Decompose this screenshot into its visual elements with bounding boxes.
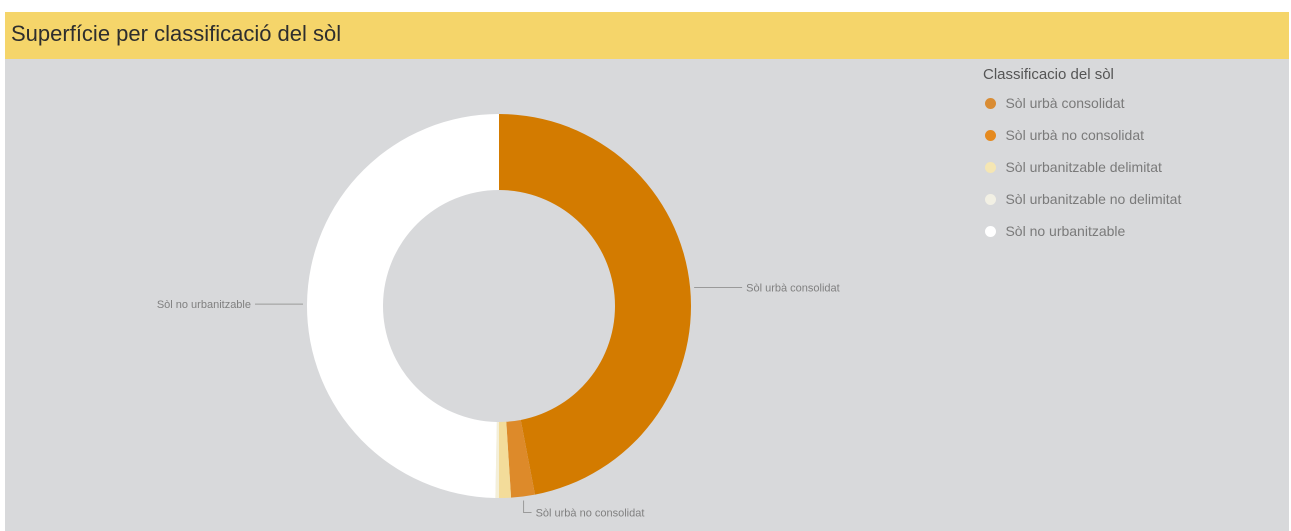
- chart-title: Superfície per classificació del sòl: [11, 21, 342, 46]
- legend-label: Sòl urbà no consolidat: [1005, 127, 1144, 143]
- legend: Classificacio del sòl Sòl urbà consolida…: [983, 63, 1283, 247]
- donut-chart: Sòl urbà consolidat Sòl urbà no consolida…: [157, 114, 840, 519]
- legend-swatch-icon: [985, 225, 996, 237]
- legend-label: Sòl urbà consolidat: [1005, 95, 1125, 111]
- legend-swatch-icon: [985, 161, 996, 173]
- leader-line: [523, 500, 532, 513]
- legend-label: Sòl urbanitzable no delimitat: [1005, 191, 1182, 207]
- legend-swatch-icon: [985, 97, 996, 109]
- legend-item-no-consolidat[interactable]: Sòl urbà no consolidat: [983, 119, 1283, 151]
- chart-panel: Superfície per classificació del sòl Sòl…: [5, 12, 1289, 531]
- legend-label: Sòl no urbanitzable: [1005, 223, 1126, 239]
- data-label: Sòl no urbanitzable: [157, 299, 251, 311]
- donut-slice-2[interactable]: [499, 421, 512, 498]
- legend-item-consolidat[interactable]: Sòl urbà consolidat: [983, 87, 1283, 119]
- legend-swatch-icon: [985, 129, 996, 141]
- legend-swatch-icon: [985, 193, 996, 205]
- donut-slice-1[interactable]: [506, 419, 535, 498]
- legend-item-urbanitzable-no-delimitat[interactable]: Sòl urbanitzable no delimitat: [983, 183, 1283, 215]
- data-label: Sòl urbà consolidat: [746, 283, 840, 295]
- legend-title: Classificacio del sòl: [983, 66, 1114, 83]
- legend-item-urbanitzable-delimitat[interactable]: Sòl urbanitzable delimitat: [983, 151, 1283, 183]
- data-label: Sòl urbà no consolidat: [536, 507, 645, 519]
- donut-slice-3[interactable]: [495, 421, 499, 498]
- donut-slice-4[interactable]: [306, 114, 499, 498]
- title-bar: Superfície per classificació del sòl: [5, 12, 1289, 59]
- legend-label: Sòl urbanitzable delimitat: [1005, 159, 1162, 175]
- donut-slice-0[interactable]: [499, 114, 692, 495]
- legend-item-no-urbanitzable[interactable]: Sòl no urbanitzable: [983, 215, 1283, 247]
